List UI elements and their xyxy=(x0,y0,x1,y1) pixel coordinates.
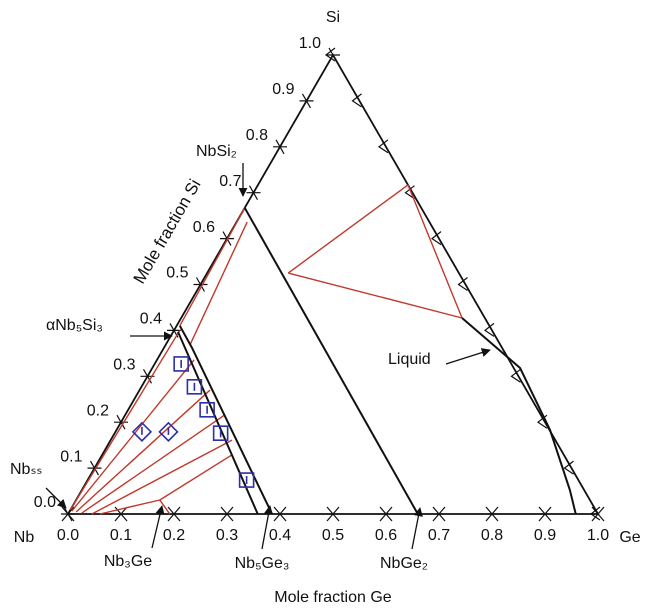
x-tick-label: 0.5 xyxy=(322,527,344,544)
x-tick-label: 1.0 xyxy=(587,527,609,544)
right-tick xyxy=(351,93,362,108)
y-tick-label: 0.5 xyxy=(166,265,188,282)
y-tick-label: 0.1 xyxy=(60,448,82,465)
x-tick xyxy=(167,506,181,522)
y-tick-label: 0.3 xyxy=(113,357,135,374)
y-tick xyxy=(299,93,314,109)
y-tick-label: 0.7 xyxy=(219,173,241,190)
x-axis-label: Mole fraction Ge xyxy=(274,589,391,606)
tie-line xyxy=(69,329,181,511)
x-tick-label: 0.6 xyxy=(375,527,397,544)
x-tick-label: 0.3 xyxy=(216,527,238,544)
tie-line xyxy=(91,439,233,515)
y-tick xyxy=(273,139,287,155)
y-tick-label: 0.2 xyxy=(87,402,109,419)
x-tick-label: 0.8 xyxy=(481,527,503,544)
x-tick-label: 0.9 xyxy=(534,527,556,544)
y-tick xyxy=(220,231,234,246)
y-tick-label: 0.9 xyxy=(272,81,294,98)
tie-line xyxy=(288,272,463,319)
tie-line xyxy=(179,207,246,327)
phase-boundary xyxy=(178,325,273,515)
corner-label: Si xyxy=(326,9,340,26)
arrow xyxy=(445,348,491,365)
diamond-marker xyxy=(131,421,153,442)
y-tick xyxy=(61,506,75,522)
x-tick-label: 0.7 xyxy=(428,527,450,544)
phase-boundary xyxy=(177,331,259,515)
right-tick xyxy=(457,277,468,291)
tie-line xyxy=(287,184,409,274)
corner-label: Nb xyxy=(14,529,35,546)
x-tick xyxy=(273,506,287,522)
phase-boundary xyxy=(461,317,577,515)
x-tick xyxy=(538,506,552,522)
y-tick xyxy=(87,460,102,476)
y-tick xyxy=(193,277,208,292)
corner-label: Ge xyxy=(619,529,640,546)
y-tick-label: 0.4 xyxy=(140,311,162,328)
x-tick xyxy=(220,506,234,522)
y-tick xyxy=(246,185,261,200)
tie-line xyxy=(99,499,160,515)
tie-line xyxy=(71,359,195,512)
x-tick-label: 0.0 xyxy=(57,527,79,544)
phase-label: Nbₛₛ xyxy=(10,461,42,478)
x-tick-label: 0.2 xyxy=(163,527,185,544)
phase-label: Nb₃Ge xyxy=(104,553,152,570)
tie-line xyxy=(159,454,233,501)
right-tick xyxy=(404,185,415,200)
y-tick-label: 0.0 xyxy=(34,494,56,511)
right-tick xyxy=(510,368,521,383)
phase-label: αNb₅Si₃ xyxy=(46,317,103,334)
right-tick xyxy=(377,139,389,154)
right-tick xyxy=(430,231,442,246)
square-marker xyxy=(199,402,215,418)
x-tick xyxy=(485,506,499,522)
y-tick-label: 1.0 xyxy=(299,35,321,52)
square-marker xyxy=(238,472,255,488)
square-marker xyxy=(186,379,203,395)
phase-label: NbGe₂ xyxy=(380,555,428,572)
y-tick xyxy=(114,414,128,430)
x-tick xyxy=(379,506,393,522)
diamond-marker xyxy=(158,421,179,442)
x-tick-label: 0.1 xyxy=(110,527,132,544)
tie-line xyxy=(159,499,171,515)
tie-line xyxy=(407,184,463,319)
tie-line xyxy=(81,414,226,514)
phase-label: NbSi₂ xyxy=(196,143,237,160)
square-marker xyxy=(212,425,229,442)
right-tick xyxy=(483,322,495,337)
x-tick-label: 0.4 xyxy=(269,527,291,544)
tie-line xyxy=(189,221,248,346)
x-tick xyxy=(432,506,446,522)
square-marker xyxy=(173,356,189,372)
phase-label: Nb₅Ge₃ xyxy=(235,555,290,572)
x-tick xyxy=(326,506,340,522)
right-tick xyxy=(324,47,336,62)
right-tick xyxy=(589,506,601,521)
right-tick xyxy=(563,460,574,475)
tie-line xyxy=(75,389,211,513)
arrow xyxy=(45,487,67,509)
phase-label: Liquid xyxy=(388,351,431,368)
y-tick xyxy=(326,47,340,63)
x-tick xyxy=(591,506,605,522)
arrow xyxy=(151,505,165,549)
phase-boundary xyxy=(243,207,419,515)
y-tick-label: 0.8 xyxy=(246,127,268,144)
y-tick-label: 0.6 xyxy=(193,219,215,236)
